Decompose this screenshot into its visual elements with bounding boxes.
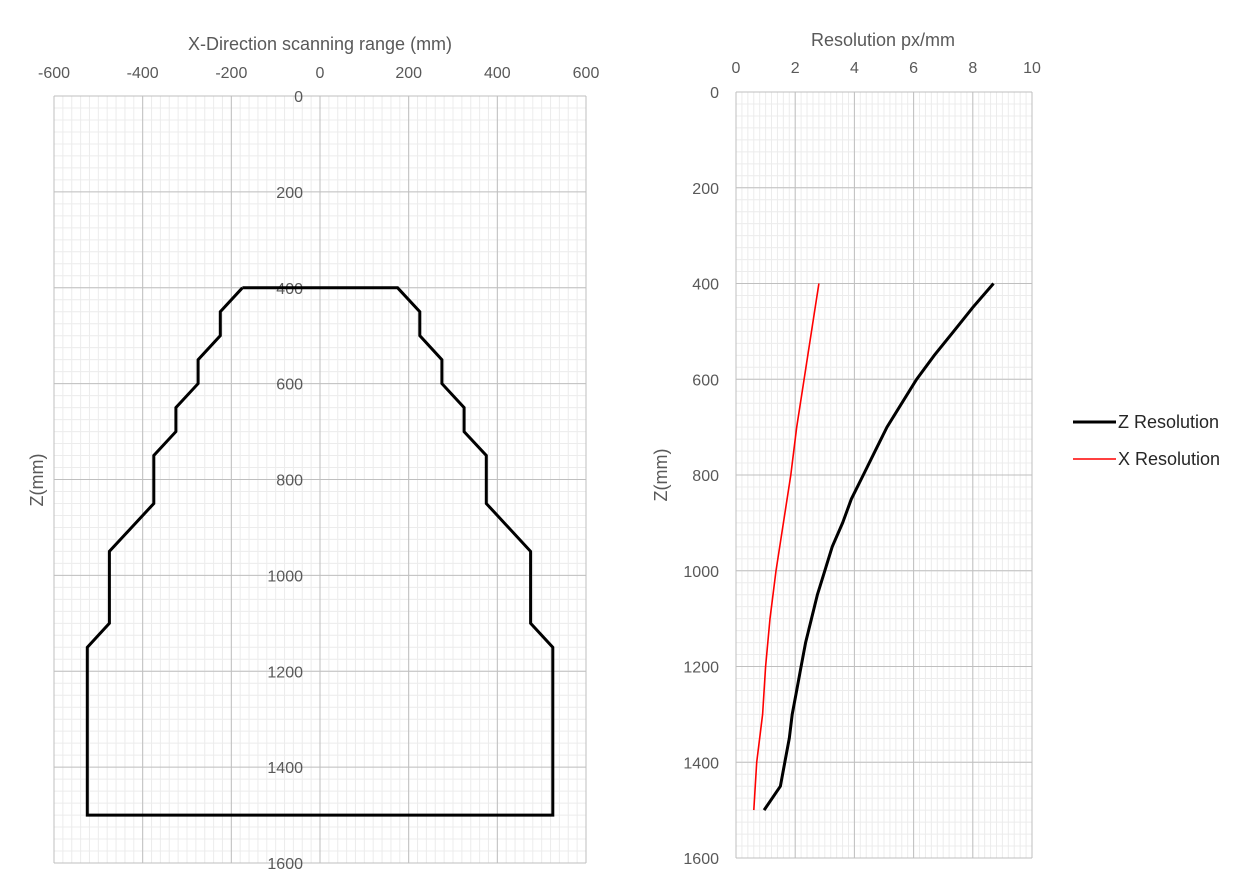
y-tick-label: 1200 <box>267 664 303 681</box>
left-series <box>85 286 555 817</box>
series-line-x-resolution <box>753 283 820 811</box>
y-tick-label: 800 <box>692 468 719 485</box>
x-tick-label: 2 <box>791 60 800 77</box>
y-tick-label: 1600 <box>683 851 719 868</box>
right-y-tick-labels: 0 200 400 600 800 1000 1200 1400 1600 <box>683 85 719 868</box>
y-tick-label: 1000 <box>267 568 303 585</box>
left-x-axis-title: X-Direction scanning range (mm) <box>188 34 452 54</box>
y-tick-label: 1000 <box>683 564 719 581</box>
x-tick-label: 8 <box>968 60 977 77</box>
right-x-tick-labels: 0 2 4 6 8 10 <box>732 60 1041 77</box>
legend: Z Resolution X Resolution <box>1073 412 1220 469</box>
x-tick-label: 0 <box>316 65 325 82</box>
y-tick-label: 600 <box>692 372 719 389</box>
series-line-scan-boundary <box>85 286 555 817</box>
x-tick-label: 6 <box>909 60 918 77</box>
chart-right: 0 2 4 6 8 10 0 200 400 600 800 1000 1200 1400 1600 Re… <box>651 30 1041 868</box>
x-tick-label: -400 <box>127 65 159 82</box>
left-gridlines <box>53 95 587 864</box>
x-tick-label: 4 <box>850 60 859 77</box>
left-y-axis-title: Z(mm) <box>27 454 47 507</box>
left-x-tick-labels: -600 -400 -200 0 200 400 600 <box>38 65 599 82</box>
x-tick-label: 200 <box>395 65 422 82</box>
y-tick-label: 1200 <box>683 660 719 677</box>
x-tick-label: -200 <box>215 65 247 82</box>
x-tick-label: 10 <box>1023 60 1041 77</box>
y-tick-label: 1600 <box>267 856 303 873</box>
series-line-z-resolution <box>762 282 995 811</box>
x-tick-label: 600 <box>573 65 600 82</box>
y-tick-label: 800 <box>276 473 303 490</box>
y-tick-label: 400 <box>692 277 719 294</box>
right-series <box>753 282 995 811</box>
y-tick-label: 0 <box>710 85 719 102</box>
y-tick-label: 1400 <box>683 755 719 772</box>
y-tick-label: 1400 <box>267 760 303 777</box>
legend-label-z-resolution: Z Resolution <box>1118 412 1219 432</box>
y-tick-label: 200 <box>692 181 719 198</box>
legend-label-x-resolution: X Resolution <box>1118 449 1220 469</box>
y-tick-label: 600 <box>276 377 303 394</box>
right-gridlines <box>735 91 1033 859</box>
y-tick-label: 200 <box>276 185 303 202</box>
right-x-axis-title: Resolution px/mm <box>811 30 955 50</box>
chart-left: -600 -400 -200 0 200 400 600 0 200 400 600 800 1000… <box>27 34 599 873</box>
right-y-axis-title: Z(mm) <box>651 449 671 502</box>
x-tick-label: 0 <box>732 60 741 77</box>
x-tick-label: 400 <box>484 65 511 82</box>
y-tick-label: 0 <box>294 89 303 106</box>
x-tick-label: -600 <box>38 65 70 82</box>
